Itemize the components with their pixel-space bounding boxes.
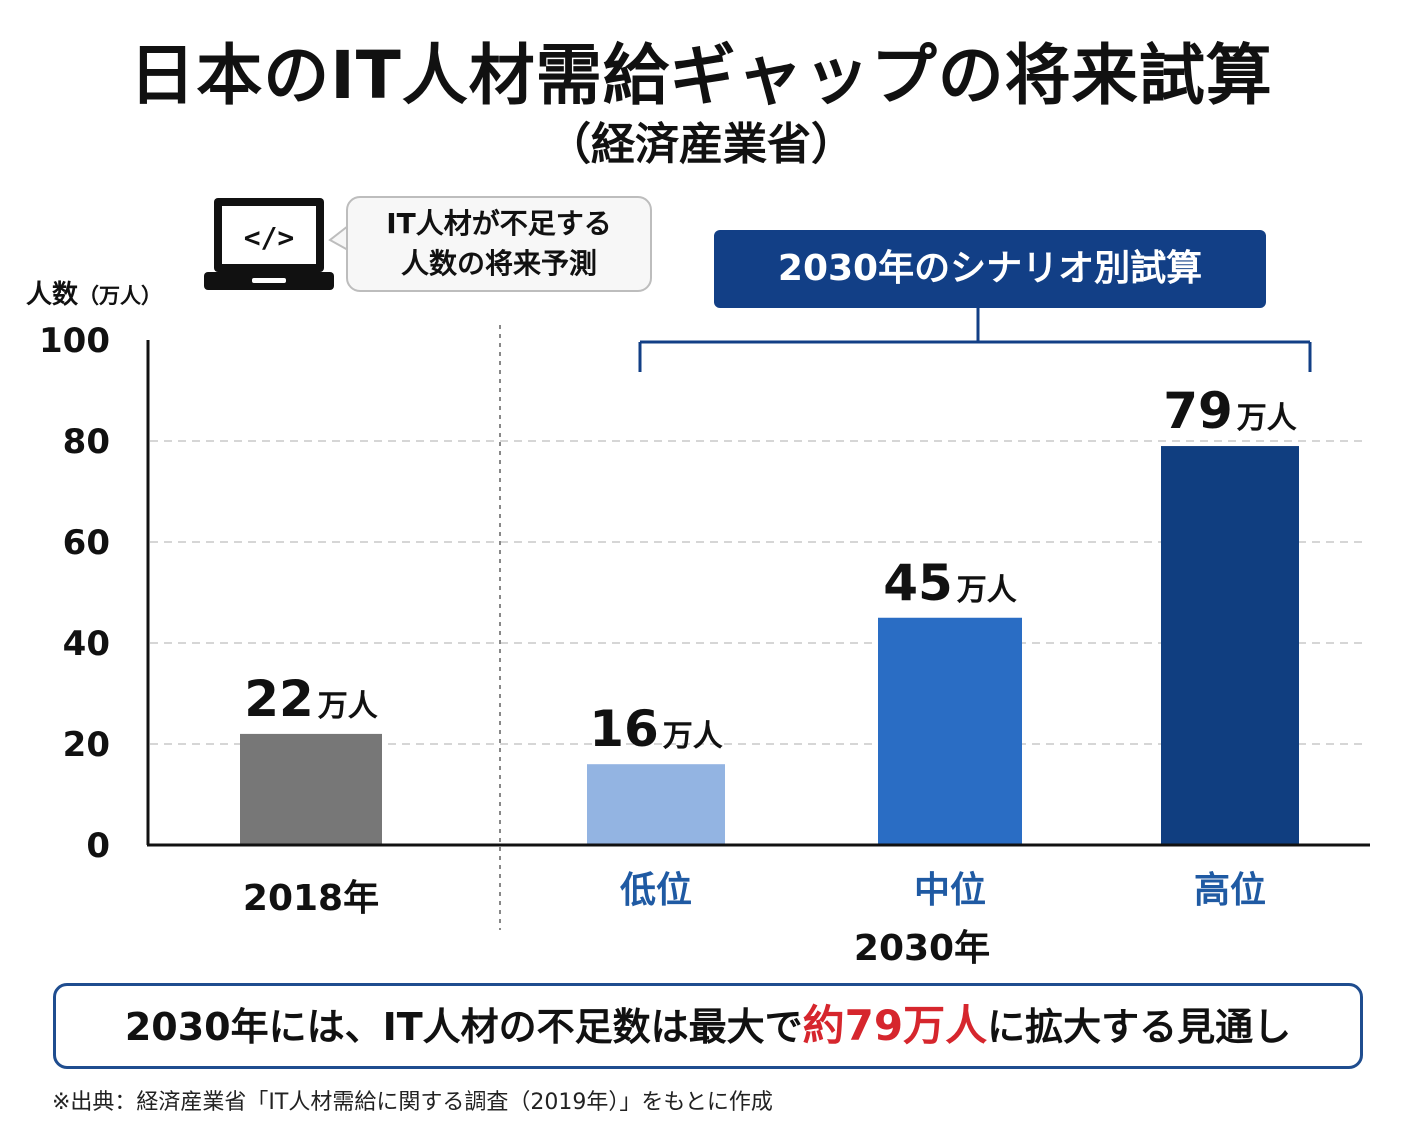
- value-label-2: 45 万人: [883, 554, 1017, 612]
- y-axis-label-text: 人数: [26, 280, 79, 310]
- bar-0: [240, 733, 382, 845]
- page-title: 日本のIT人材需給ギャップの将来試算: [129, 37, 1273, 114]
- category-labels: 2018年 低位 中位 高位: [243, 870, 1266, 919]
- bars: [240, 446, 1299, 845]
- y-tick-40: 40: [63, 624, 110, 664]
- bar-1: [587, 764, 725, 845]
- callout-line-1: IT人材が不足する: [386, 207, 612, 240]
- bar-3: [1161, 446, 1299, 845]
- svg-text:</>: </>: [244, 221, 295, 254]
- summary-box: 2030年には、IT人材の不足数は最大で約79万人に拡大する見通し: [53, 983, 1363, 1069]
- y-tick-60: 60: [63, 523, 110, 563]
- bar-2: [878, 617, 1022, 845]
- callout-bubble: IT人材が不足する 人数の将来予測: [346, 196, 652, 292]
- summary-highlight: 約79万人: [802, 1001, 988, 1050]
- y-tick-100: 100: [39, 321, 110, 361]
- scenario-bracket: [638, 308, 1312, 372]
- x-group-label-2030: 2030年: [854, 928, 990, 969]
- category-label-0: 2018年: [243, 878, 379, 919]
- value-unit-3: 万人: [1237, 401, 1297, 436]
- source-note: ※出典：経済産業省「IT人材需給に関する調査（2019年）」をもとに作成: [52, 1090, 773, 1115]
- laptop-code-icon: </>: [204, 198, 334, 290]
- value-label-3: 79 万人: [1163, 382, 1297, 440]
- y-tick-20: 20: [63, 725, 110, 765]
- value-number-1: 16: [589, 700, 659, 758]
- callout-tail: [328, 225, 349, 251]
- y-tick-labels: 0 20 40 60 80 100: [39, 321, 110, 866]
- callout-line-2: 人数の将来予測: [400, 247, 597, 280]
- summary-suffix: に拡大する見通し: [987, 1005, 1292, 1049]
- value-unit-0: 万人: [318, 689, 378, 724]
- scenario-badge: 2030年のシナリオ別試算: [714, 230, 1266, 308]
- page-subtitle: （経済産業省）: [547, 119, 855, 170]
- value-number-2: 45: [883, 554, 953, 612]
- category-label-1: 低位: [620, 870, 692, 911]
- value-label-1: 16 万人: [589, 700, 723, 758]
- value-unit-1: 万人: [663, 719, 723, 754]
- value-number-3: 79: [1163, 382, 1233, 440]
- y-tick-0: 0: [86, 826, 110, 866]
- value-label-0: 22 万人: [244, 670, 378, 728]
- y-axis-unit: （万人）: [78, 284, 163, 308]
- y-axis-label: 人数（万人）: [26, 274, 162, 311]
- summary-prefix: 2030年には、IT人材の不足数は最大で: [124, 1005, 803, 1049]
- y-tick-80: 80: [63, 422, 110, 462]
- value-number-0: 22: [244, 670, 314, 728]
- category-label-2: 中位: [914, 870, 986, 911]
- value-unit-2: 万人: [957, 573, 1017, 608]
- category-label-3: 高位: [1194, 870, 1266, 911]
